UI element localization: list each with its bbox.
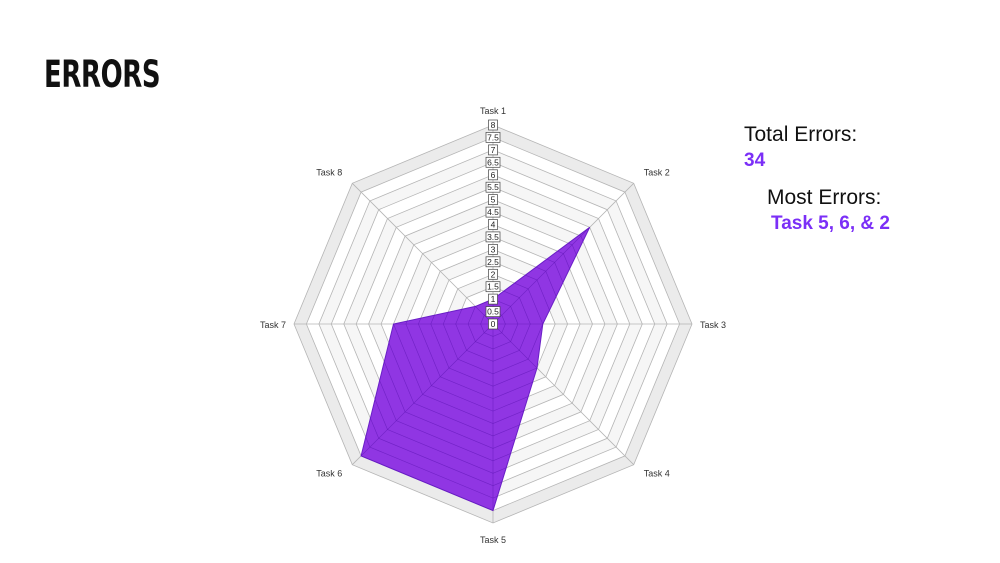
tick-label-box [485, 281, 501, 293]
tick-label: 7.5 [487, 132, 499, 142]
tick-label-box [488, 194, 498, 205]
axis-label: Task 4 [644, 469, 670, 479]
tick-label: 8 [491, 120, 496, 130]
tick-label: 5.5 [487, 182, 499, 192]
tick-label-box [488, 293, 498, 305]
total-errors-value: 34 [744, 150, 766, 171]
tick-label: 0.5 [487, 307, 499, 317]
tick-label-box [488, 318, 498, 330]
axis-label: Task 2 [644, 167, 670, 177]
axis-label: Task 6 [316, 469, 342, 479]
tick-label: 2.5 [487, 257, 499, 267]
spoke-overlay [361, 323, 494, 465]
tick-label: 4.5 [487, 207, 499, 217]
tick-label-box [485, 231, 501, 243]
tick-label-box [485, 306, 501, 317]
tick-label: 4 [491, 220, 496, 230]
tick-label-box [485, 256, 501, 268]
tick-label-box [485, 181, 501, 193]
tick-label: 0 [491, 319, 496, 329]
tick-label-box [488, 219, 498, 230]
tick-label: 3.5 [487, 232, 499, 242]
tick-label-box [485, 206, 501, 218]
axis-label: Task 7 [260, 320, 286, 330]
tick-label-box [485, 156, 501, 168]
tick-label: 7 [491, 145, 496, 155]
tick-label: 6.5 [487, 157, 499, 167]
spoke-line [352, 183, 494, 325]
tick-label-box [488, 144, 498, 156]
most-errors-label: Most Errors: [767, 186, 882, 209]
total-errors-label: Total Errors: [744, 123, 858, 146]
tick-label: 1 [491, 294, 496, 304]
axis-label: Task 3 [700, 320, 726, 330]
tick-label-box [485, 132, 501, 143]
axis-label: Task 5 [480, 535, 506, 545]
tick-label: 5 [491, 195, 496, 205]
tick-label-box [488, 119, 498, 131]
tick-label-box [488, 244, 498, 255]
axis-label: Task 1 [480, 106, 506, 116]
tick-label-box [488, 169, 498, 181]
tick-label: 1.5 [487, 282, 499, 292]
most-errors-value: Task 5, 6, & 2 [771, 213, 890, 234]
page-title: ERRORS [44, 53, 161, 96]
tick-label-box [488, 268, 498, 280]
tick-label: 6 [491, 170, 496, 180]
tick-label: 3 [491, 244, 496, 254]
axis-label: Task 8 [316, 167, 342, 177]
spoke-overlay [492, 227, 590, 325]
tick-label: 2 [491, 269, 496, 279]
